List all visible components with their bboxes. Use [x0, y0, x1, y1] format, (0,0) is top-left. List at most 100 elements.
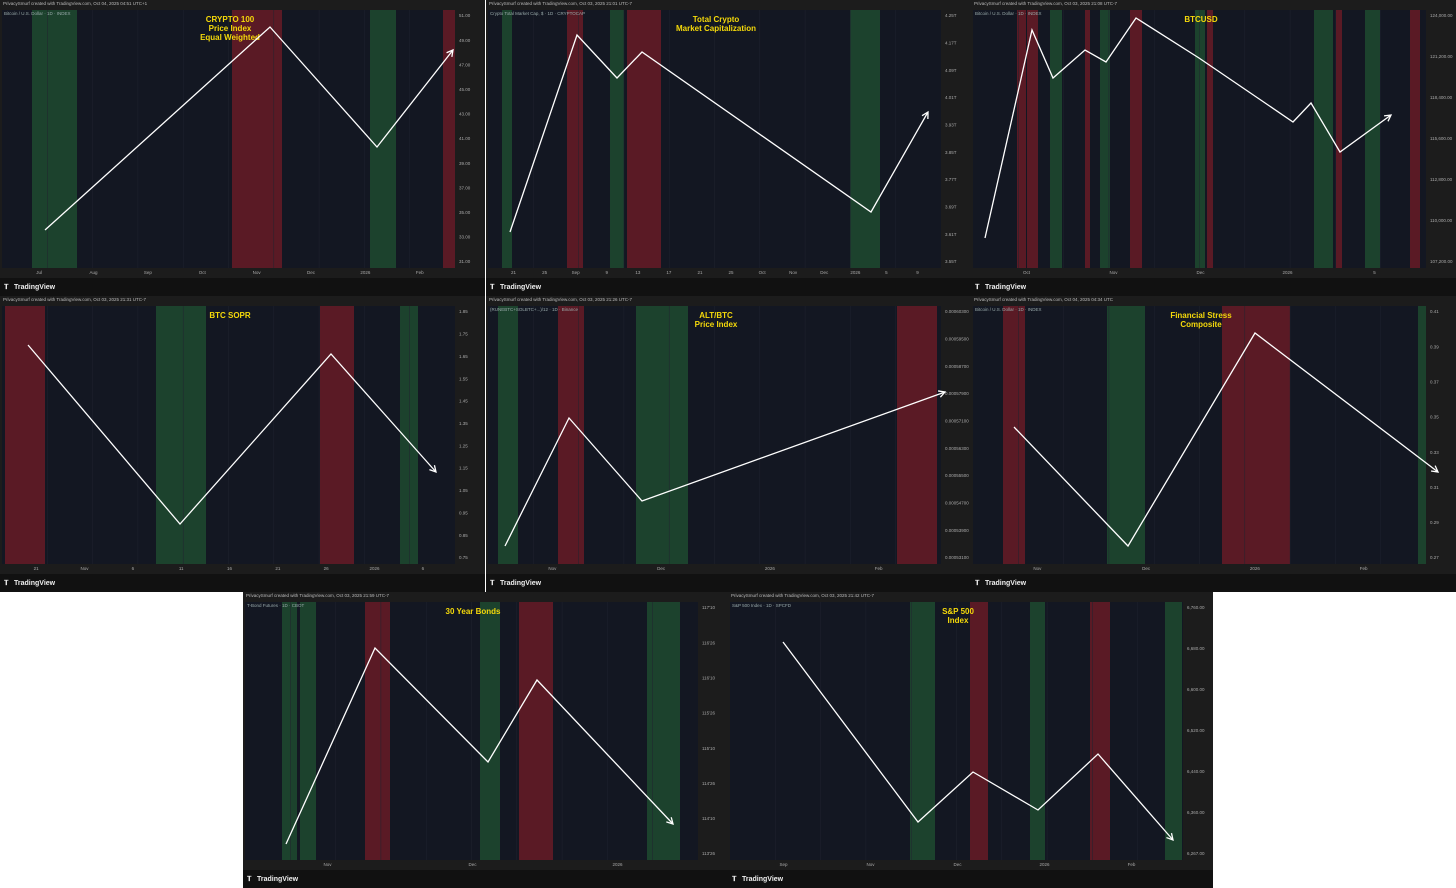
y-tick-label: 3.77T	[945, 177, 957, 182]
y-tick-label: 3.61T	[945, 232, 957, 237]
x-tick-label: 21	[275, 566, 281, 571]
y-tick-label: 45.00	[459, 87, 471, 92]
highlight-band	[1107, 306, 1145, 564]
chart-title: Index	[948, 616, 969, 625]
highlight-band	[910, 602, 935, 860]
y-tick-label: 33.00	[459, 235, 471, 240]
y-tick-label: 114'10	[702, 816, 716, 821]
y-tick-label: 35.00	[459, 210, 471, 215]
y-tick-label: 1.75	[459, 332, 468, 337]
created-line: PrivacySmurf created with TradingView.co…	[246, 593, 389, 598]
highlight-band	[1130, 10, 1142, 268]
y-tick-label: 47.00	[459, 62, 471, 67]
y-tick-label: 114'26	[702, 781, 716, 786]
y-tick-label: 0.00057900	[945, 391, 969, 396]
logo-mark: 𝐓	[732, 875, 737, 883]
x-tick-label: 5	[885, 270, 888, 275]
highlight-band	[443, 10, 455, 268]
highlight-band	[502, 10, 512, 268]
y-tick-label: 39.00	[459, 161, 471, 166]
x-tick-label: 26	[324, 566, 330, 571]
y-tick-label: 3.85T	[945, 150, 957, 155]
chart-title: Composite	[1180, 320, 1222, 329]
highlight-band	[897, 306, 937, 564]
y-tick-label: 0.27	[1430, 555, 1439, 560]
highlight-band	[1090, 602, 1110, 860]
y-tick-label: 1.85	[459, 309, 468, 314]
chart-title: Total Crypto	[693, 15, 740, 24]
arrow-head	[1430, 465, 1440, 473]
highlight-band	[1100, 10, 1110, 268]
created-line: PrivacySmurf created with TradingView.co…	[489, 297, 632, 302]
x-tick-label: Dec	[657, 566, 666, 571]
highlight-band	[1030, 602, 1045, 860]
symbol-line: (RUNEBTC+SOLBTC+...)/12 · 1D · Binance	[490, 307, 579, 312]
x-tick-label: Dec	[307, 270, 316, 275]
highlight-band	[567, 10, 583, 268]
y-tick-label: 112,800.00	[1430, 177, 1453, 182]
highlight-band	[1207, 10, 1213, 268]
arrow-head	[1383, 114, 1393, 122]
highlight-band	[1410, 10, 1420, 268]
y-tick-label: 0.75	[459, 555, 468, 560]
footer	[243, 870, 728, 888]
x-tick-label: Feb	[1128, 862, 1136, 867]
highlight-band	[1195, 10, 1205, 268]
chart-panel: PrivacySmurf created with TradingView.co…	[486, 296, 971, 592]
x-tick-label: 21	[697, 270, 703, 275]
highlight-band	[627, 10, 661, 268]
chart-title: 30 Year Bonds	[446, 607, 502, 616]
created-line: PrivacySmurf created with TradingView.co…	[974, 1, 1117, 6]
drawn-arrow	[984, 17, 1392, 239]
footer	[971, 278, 1456, 296]
chart-title: CRYPTO 100	[206, 15, 255, 24]
created-line: PrivacySmurf created with TradingView.co…	[3, 297, 146, 302]
x-tick-label: Nov	[789, 270, 798, 275]
y-tick-label: 4.09T	[945, 68, 957, 73]
x-tick-label: 6	[422, 566, 425, 571]
tradingview-logo: TradingView	[500, 284, 542, 291]
y-tick-label: 107,200.00	[1430, 259, 1453, 264]
y-tick-label: 1.15	[459, 466, 468, 471]
y-tick-label: 117'10	[702, 605, 716, 610]
x-tick-label: Nov	[80, 566, 89, 571]
y-tick-label: 3.55T	[945, 259, 957, 264]
symbol-line: S&P 500 Index · 1D · SPCFD	[732, 603, 792, 608]
x-tick-label: Sep	[779, 862, 788, 867]
highlight-band	[519, 602, 553, 860]
y-tick-label: 1.25	[459, 443, 468, 448]
y-tick-label: 1.65	[459, 354, 468, 359]
chart-title: ALT/BTC	[699, 311, 733, 320]
x-tick-label: 9	[916, 270, 919, 275]
x-tick-label: 5	[1373, 270, 1376, 275]
chart-panel: PrivacySmurf created with TradingView.co…	[971, 296, 1456, 592]
drawn-arrow	[782, 641, 1174, 841]
x-tick-label: Nov	[253, 270, 262, 275]
highlight-band	[1314, 10, 1333, 268]
chart-title: Price Index	[209, 24, 252, 33]
y-tick-label: 51.00	[459, 13, 471, 18]
chart-panel: PrivacySmurf created with TradingView.co…	[0, 0, 485, 296]
highlight-band	[320, 306, 354, 564]
x-tick-label: 2026	[1250, 566, 1261, 571]
highlight-band	[647, 602, 680, 860]
y-tick-label: 0.00057100	[945, 419, 969, 424]
y-tick-label: 6,600.00	[1187, 687, 1205, 692]
y-tick-label: 6,680.00	[1187, 646, 1205, 651]
drawn-arrow	[285, 646, 674, 845]
tradingview-logo: TradingView	[985, 284, 1027, 291]
chart-title: Financial Stress	[1170, 311, 1232, 320]
highlight-band	[970, 602, 988, 860]
footer	[0, 278, 485, 296]
y-tick-label: 6,760.00	[1187, 605, 1205, 610]
chart-panel: PrivacySmurf created with TradingView.co…	[728, 592, 1213, 888]
y-tick-label: 0.37	[1430, 379, 1439, 384]
x-tick-label: Feb	[416, 270, 424, 275]
y-tick-label: 6,520.00	[1187, 728, 1205, 733]
tradingview-logo: TradingView	[500, 580, 542, 587]
tradingview-logo: TradingView	[257, 876, 299, 883]
x-tick-label: Dec	[1142, 566, 1151, 571]
x-tick-label: 16	[227, 566, 233, 571]
chart-panel: PrivacySmurf created with TradingView.co…	[971, 0, 1456, 296]
y-tick-label: 31.00	[459, 259, 471, 264]
